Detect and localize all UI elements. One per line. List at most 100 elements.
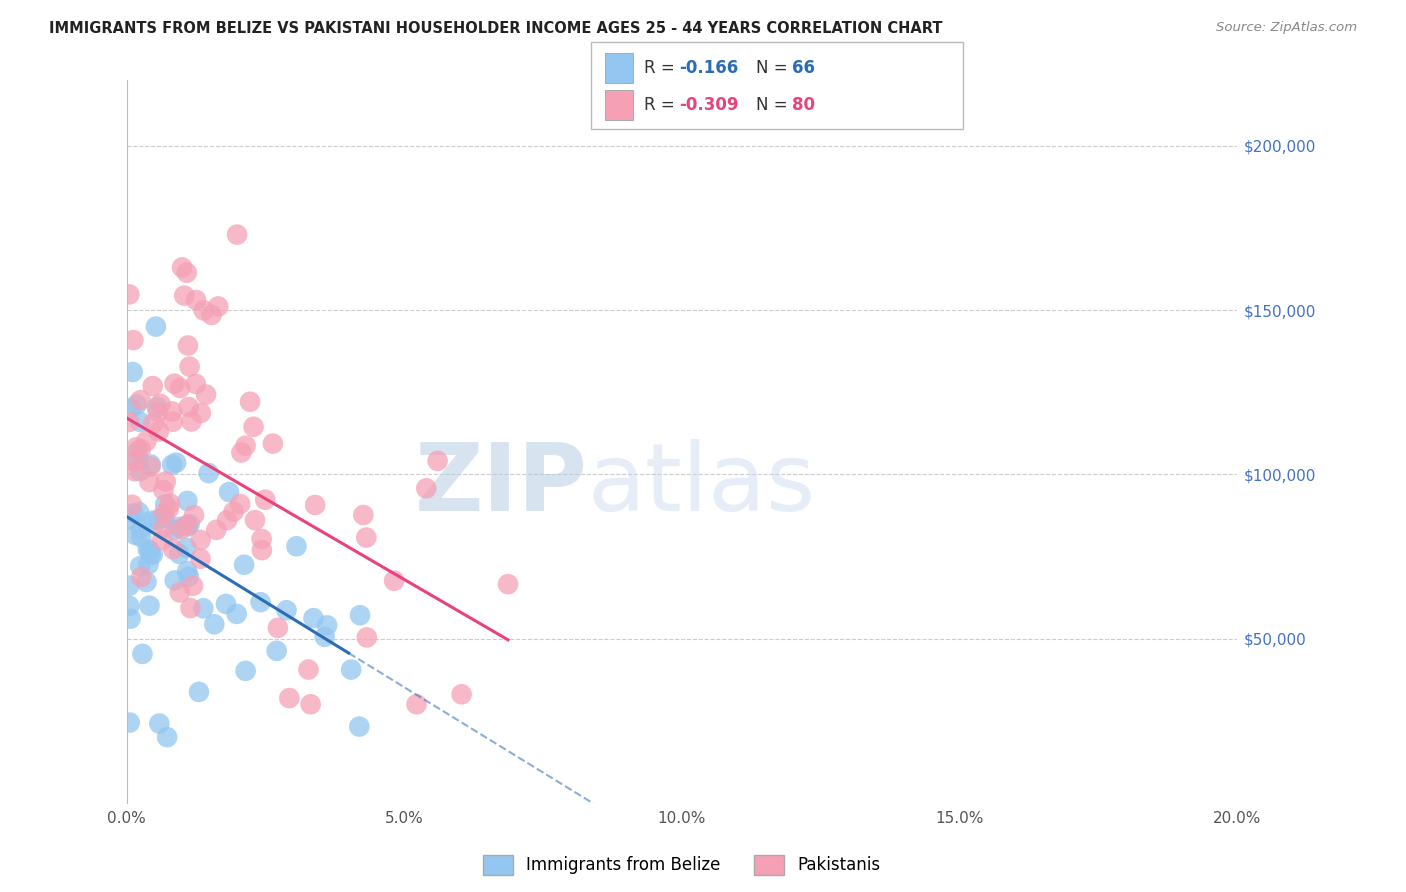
Point	[129, 393, 152, 408]
Point	[146, 400, 169, 414]
Point	[125, 398, 148, 412]
Point	[231, 445, 253, 459]
Point	[405, 698, 427, 712]
Point	[262, 436, 284, 450]
Point	[122, 507, 145, 521]
Point	[157, 502, 180, 516]
Point	[215, 597, 238, 611]
Point	[160, 404, 183, 418]
Point	[179, 601, 201, 615]
Text: -0.309: -0.309	[679, 95, 738, 114]
Point	[190, 406, 212, 420]
Point	[177, 338, 200, 352]
Point	[148, 425, 170, 439]
Point	[266, 644, 288, 658]
Point	[225, 607, 247, 621]
Point	[163, 574, 186, 588]
Point	[184, 293, 207, 307]
Point	[152, 521, 174, 535]
Point	[242, 419, 264, 434]
Point	[153, 511, 176, 525]
Point	[127, 453, 149, 467]
Point	[226, 227, 249, 242]
Point	[173, 288, 195, 302]
Text: N =: N =	[756, 95, 793, 114]
Point	[249, 595, 271, 609]
Point	[218, 485, 240, 500]
Point	[233, 558, 256, 572]
Point	[163, 376, 186, 391]
Point	[426, 454, 449, 468]
Point	[352, 508, 374, 522]
Point	[450, 687, 472, 701]
Point	[177, 569, 200, 583]
Point	[118, 287, 141, 301]
Point	[138, 599, 160, 613]
Point	[129, 570, 152, 584]
Point	[197, 466, 219, 480]
Point	[382, 574, 405, 588]
Text: R =: R =	[644, 59, 681, 77]
Point	[254, 492, 277, 507]
Text: Source: ZipAtlas.com: Source: ZipAtlas.com	[1216, 21, 1357, 34]
Point	[179, 517, 201, 532]
Point	[202, 617, 225, 632]
Point	[235, 664, 257, 678]
Point	[152, 483, 174, 498]
Point	[176, 518, 198, 533]
Point	[187, 685, 209, 699]
Point	[120, 612, 142, 626]
Point	[229, 497, 252, 511]
Point	[340, 663, 363, 677]
Point	[316, 618, 339, 632]
Point	[136, 542, 159, 557]
Point	[139, 547, 162, 561]
Point	[121, 365, 143, 379]
Point	[131, 647, 153, 661]
Point	[172, 260, 194, 275]
Text: N =: N =	[756, 59, 793, 77]
Point	[145, 319, 167, 334]
Point	[139, 458, 162, 472]
Point	[153, 498, 176, 512]
Point	[118, 715, 141, 730]
Point	[162, 415, 184, 429]
Point	[183, 508, 205, 522]
Point	[127, 443, 149, 458]
Point	[302, 611, 325, 625]
Point	[415, 481, 437, 495]
Point	[165, 456, 187, 470]
Point	[129, 559, 152, 574]
Point	[349, 608, 371, 623]
Point	[165, 523, 187, 537]
Point	[135, 574, 157, 589]
Point	[169, 547, 191, 561]
Point	[179, 359, 201, 374]
Point	[138, 543, 160, 558]
Point	[200, 308, 222, 322]
Point	[276, 603, 298, 617]
Point	[121, 498, 143, 512]
Point	[184, 376, 207, 391]
Point	[496, 577, 519, 591]
Point	[195, 387, 218, 401]
Point	[118, 415, 141, 429]
Point	[150, 533, 173, 548]
Point	[118, 579, 141, 593]
Text: 80: 80	[792, 95, 814, 114]
Point	[142, 548, 165, 562]
Point	[170, 522, 193, 536]
Point	[243, 513, 266, 527]
Point	[177, 519, 200, 533]
Point	[250, 543, 273, 558]
Point	[176, 564, 198, 578]
Point	[128, 505, 150, 519]
Point	[193, 303, 215, 318]
Point	[129, 442, 152, 457]
Point	[190, 551, 212, 566]
Point	[156, 730, 179, 744]
Point	[297, 663, 319, 677]
Point	[176, 266, 198, 280]
Point	[207, 300, 229, 314]
Point	[181, 579, 204, 593]
